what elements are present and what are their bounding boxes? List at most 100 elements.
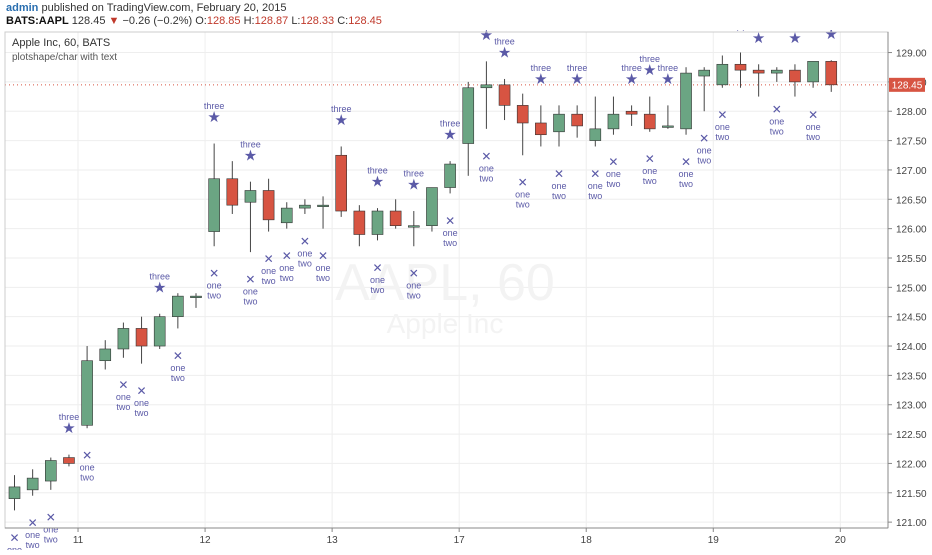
open-label: O: xyxy=(195,15,207,27)
cross-marker-icon: ✕ xyxy=(518,176,528,190)
marker-label-two: two xyxy=(552,191,566,201)
marker-label-two: two xyxy=(806,132,820,142)
marker-label-three: three xyxy=(367,166,388,176)
candle-down xyxy=(825,61,838,86)
symbol-label: BATS:AAPL xyxy=(6,15,69,27)
cross-marker-icon: ✕ xyxy=(28,516,38,530)
marker-label-one: one xyxy=(406,281,421,291)
marker-label-one: one xyxy=(316,263,331,273)
y-tick-label: 129.00 xyxy=(896,49,927,60)
y-tick-label: 124.00 xyxy=(896,342,927,353)
marker-label-three: three xyxy=(240,139,261,149)
watermark-name: Apple Inc xyxy=(387,308,504,339)
star-marker-icon: ★ xyxy=(752,30,765,47)
star-marker-icon: ★ xyxy=(498,45,511,62)
publish-line: admin published on TradingView.com, Febr… xyxy=(6,2,286,14)
marker-label-two: two xyxy=(679,179,693,189)
x-tick-label: 19 xyxy=(708,535,720,546)
star-marker-icon: ★ xyxy=(643,62,656,79)
star-marker-icon: ★ xyxy=(207,109,220,126)
marker-label-one: one xyxy=(715,122,730,132)
star-marker-icon: ★ xyxy=(443,127,456,144)
down-arrow-icon: ▼ xyxy=(108,15,120,27)
candle-down xyxy=(734,63,747,71)
candle-up xyxy=(244,190,257,203)
y-axis[interactable]: 121.00 121.50 122.00 122.50 123.00 123.50 124.… xyxy=(888,49,927,530)
candle-up xyxy=(444,163,456,188)
star-marker-icon: ★ xyxy=(480,30,493,44)
marker-label-three: three xyxy=(404,169,425,179)
chart-area[interactable]: AAPL, 60 Apple Inc ★ three ★ three ★ three ★ th… xyxy=(0,10,932,555)
y-tick-label: 128.00 xyxy=(896,107,927,118)
cross-marker-icon: ✕ xyxy=(264,252,274,266)
open-value: 128.85 xyxy=(206,15,241,27)
chart-title: Apple Inc, 60, BATS xyxy=(12,37,110,49)
cross-marker-icon: ✕ xyxy=(318,249,328,263)
watermark-symbol: AAPL, 60 xyxy=(335,254,555,312)
marker-label-one: one xyxy=(261,266,276,276)
candle-down xyxy=(262,190,275,221)
candle-down xyxy=(789,69,801,83)
star-marker-icon: ★ xyxy=(534,71,547,88)
candle-up xyxy=(299,204,311,209)
y-tick-label: 125.50 xyxy=(896,254,927,265)
marker-label-one: one xyxy=(551,181,566,191)
marker-label-three: three xyxy=(639,54,660,64)
marker-label-two: two xyxy=(697,156,711,166)
marker-label-two: two xyxy=(479,173,493,183)
marker-label-three: three xyxy=(658,63,679,73)
marker-label-two: two xyxy=(370,285,384,295)
y-tick-label: 127.00 xyxy=(896,166,927,177)
candle-up xyxy=(607,113,620,130)
candle-down xyxy=(571,113,583,127)
marker-label-three: three xyxy=(567,63,588,73)
cross-marker-icon: ✕ xyxy=(82,449,92,463)
candle-up xyxy=(716,63,729,86)
candle-down xyxy=(335,154,348,212)
candle-down xyxy=(516,105,529,124)
candle-up xyxy=(589,128,602,141)
marker-label-one: one xyxy=(697,146,712,156)
candlestick-chart[interactable]: AAPL, 60 Apple Inc ★three★three★three★th… xyxy=(0,10,932,555)
marker-label-one: one xyxy=(25,530,40,540)
candle-up xyxy=(172,295,184,317)
cross-marker-icon: ✕ xyxy=(300,234,310,248)
last-price-tag: 128.45 xyxy=(889,77,925,92)
marker-label-one: one xyxy=(769,116,784,126)
marker-label-one: one xyxy=(642,166,657,176)
candle-down xyxy=(643,113,656,130)
candle-down xyxy=(498,84,511,106)
cross-marker-icon: ✕ xyxy=(681,155,691,169)
candles-layer xyxy=(8,52,838,511)
y-tick-label: 127.50 xyxy=(896,137,927,148)
marker-label-two: two xyxy=(135,408,149,418)
candle-down xyxy=(389,210,402,227)
x-tick-label: 18 xyxy=(581,535,593,546)
candle-down xyxy=(535,122,547,136)
marker-label-two: two xyxy=(606,179,620,189)
cross-marker-icon: ✕ xyxy=(46,510,56,524)
marker-label-three: three xyxy=(331,104,352,114)
marker-label-three: three xyxy=(531,63,552,73)
candle-down xyxy=(353,210,366,235)
candle-up xyxy=(462,87,475,144)
x-axis[interactable]: 11 12 13 17 18 19 20 xyxy=(73,528,846,546)
cross-marker-icon: ✕ xyxy=(772,102,782,116)
candle-up xyxy=(662,125,674,128)
marker-label-two: two xyxy=(516,200,530,210)
marker-label-one: one xyxy=(43,524,58,534)
x-tick-label: 13 xyxy=(327,535,339,546)
author-link[interactable]: admin xyxy=(6,2,39,14)
marker-label-one: one xyxy=(479,163,494,173)
marker-label-two: two xyxy=(770,126,784,136)
marker-label-two: two xyxy=(262,276,276,286)
marker-label-one: one xyxy=(443,228,458,238)
marker-label-two: two xyxy=(588,191,602,201)
marker-label-two: two xyxy=(26,540,40,550)
marker-label-one: one xyxy=(116,392,131,402)
x-tick-label: 12 xyxy=(200,535,212,546)
marker-label-one: one xyxy=(7,545,22,550)
marker-label-one: one xyxy=(370,275,385,285)
cross-marker-icon: ✕ xyxy=(118,378,128,392)
cross-marker-icon: ✕ xyxy=(9,531,19,545)
